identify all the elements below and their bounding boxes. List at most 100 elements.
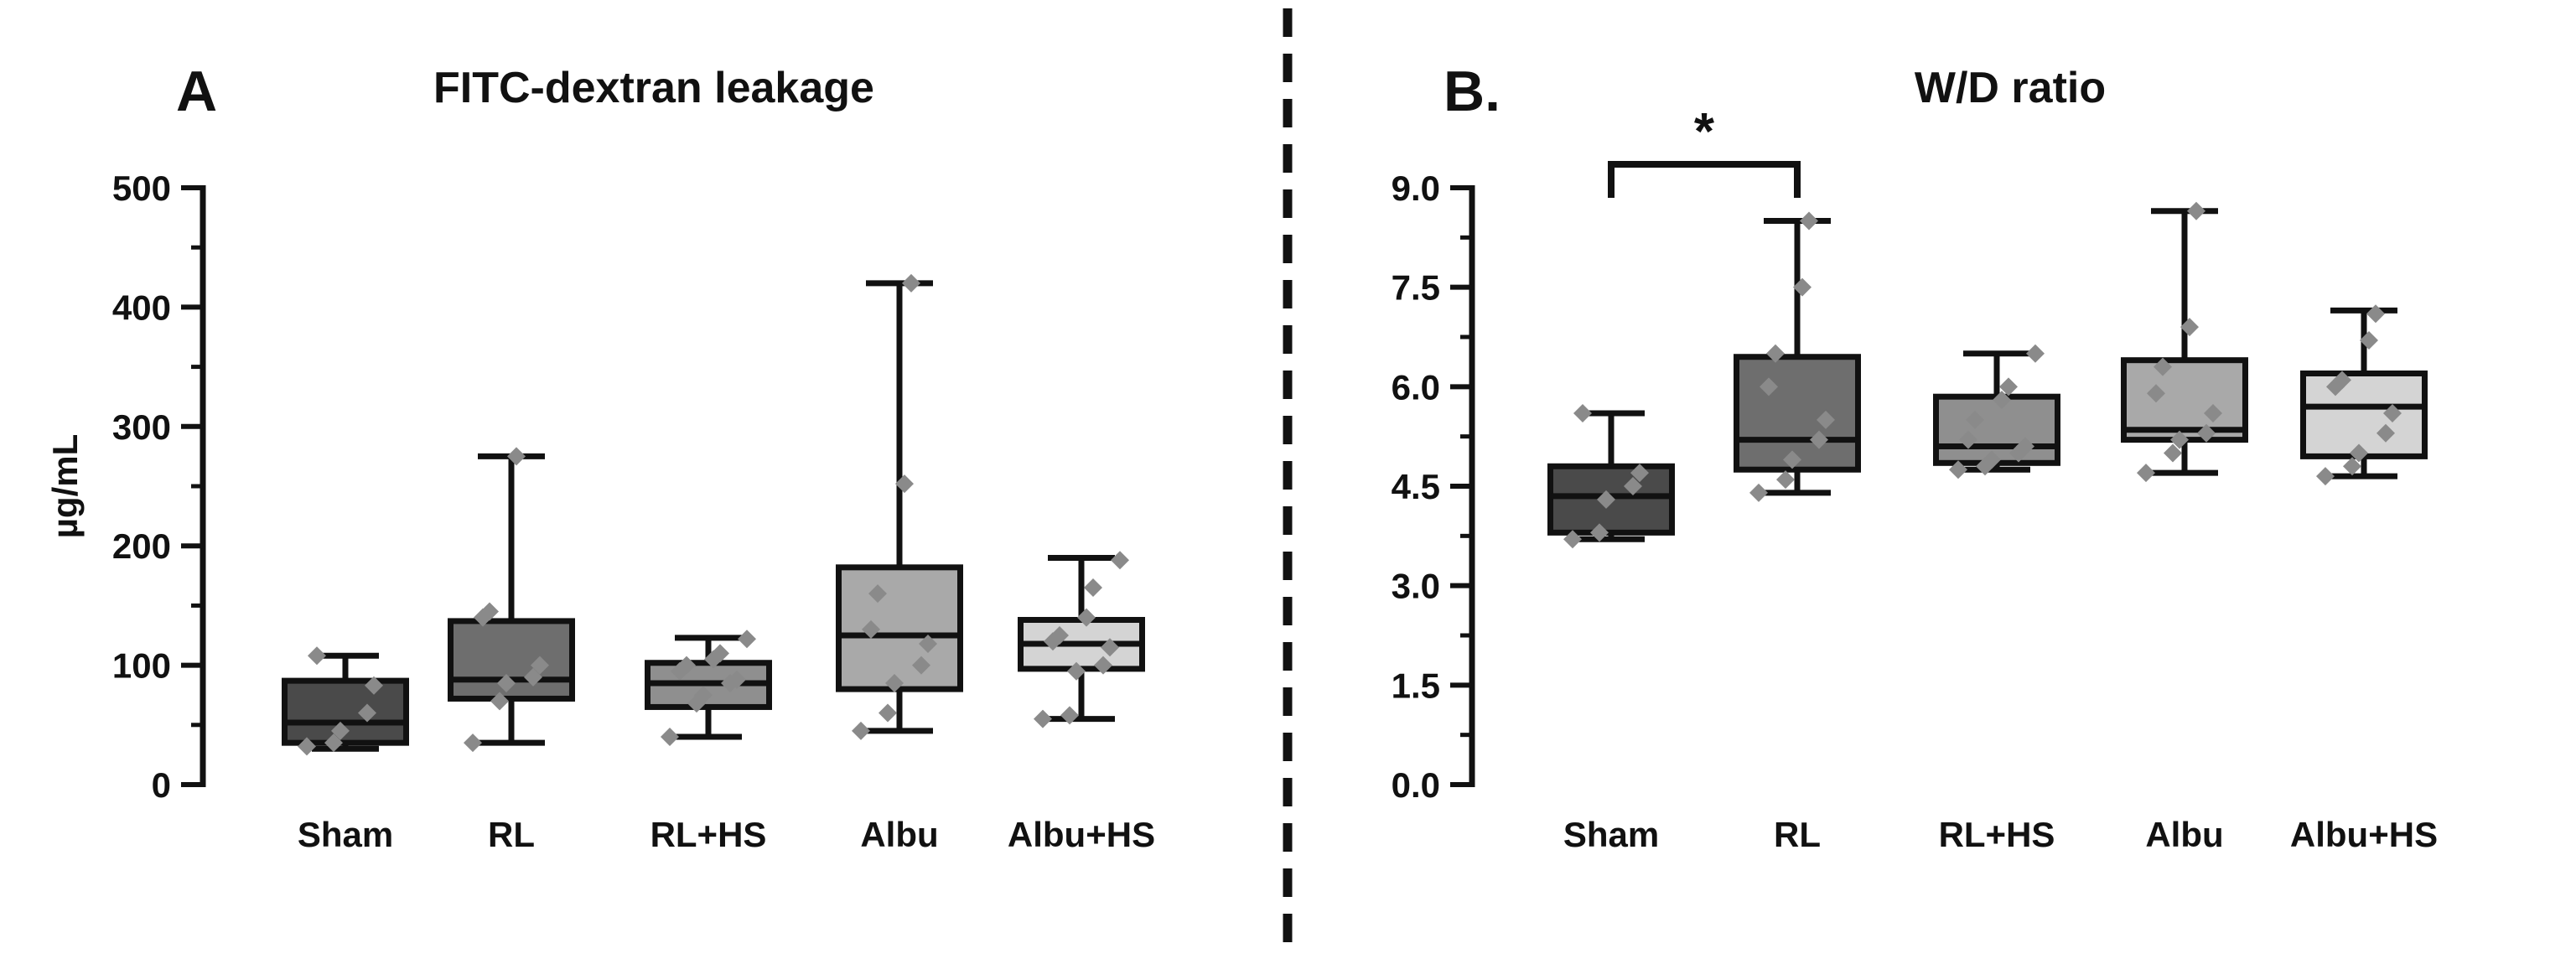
a-data-point: [919, 634, 937, 653]
b-data-point: [2376, 423, 2395, 443]
a-data-point: [677, 656, 696, 675]
b-y-tick-label: 6.0: [1392, 367, 1440, 407]
b-x-tick-label: RL: [1774, 815, 1821, 854]
a-data-point: [1111, 551, 1129, 570]
a-box: [836, 564, 963, 692]
a-data-point: [308, 646, 326, 666]
a-y-tick-label: 500: [112, 168, 171, 208]
b-data-point: [2383, 403, 2402, 422]
a-y-tick-label: 400: [112, 288, 171, 327]
b-data-point: [2026, 344, 2045, 363]
a-data-point: [1084, 578, 1102, 598]
b-box: [2300, 371, 2428, 459]
b-y-tick-label: 7.5: [1392, 268, 1440, 308]
b-data-point: [2170, 430, 2189, 449]
a-y-tick-label: 0: [152, 765, 171, 805]
b-data-point: [1793, 277, 1811, 297]
b-significance-label: *: [1694, 103, 1715, 161]
a-data-point: [507, 447, 526, 466]
a-data-point: [464, 733, 482, 753]
b-data-point: [1749, 483, 1768, 502]
b-data-point: [2187, 201, 2205, 220]
b-data-point: [1760, 377, 1778, 396]
a-data-point: [902, 273, 920, 293]
panel-a-label: A: [176, 60, 217, 123]
b-box: [1933, 393, 2060, 466]
a-data-point: [531, 656, 549, 675]
b-data-point: [1810, 430, 1828, 449]
b-x-tick-label: Sham: [1563, 815, 1659, 854]
b-y-tick-label: 3.0: [1392, 567, 1440, 606]
a-data-point: [1094, 656, 1112, 675]
b-data-point: [1999, 377, 2018, 396]
a-x-tick-label: RL+HS: [650, 815, 767, 854]
b-data-point: [1949, 460, 1967, 479]
a-data-point: [895, 474, 914, 494]
panel-a-plot: 0 100 200 300 400 500 Sham RL RL+HS Albu Albu+HS: [112, 168, 1155, 854]
b-data-point: [1573, 403, 1592, 422]
a-data-point: [885, 673, 904, 692]
panel-a: A FITC-dextran leakage µg/mL 0 100 200 300 4…: [45, 60, 1155, 854]
a-data-point: [661, 728, 679, 747]
b-data-point: [2137, 464, 2155, 483]
b-data-point: [2343, 457, 2361, 476]
a-data-point: [879, 703, 897, 723]
b-data-point: [1766, 344, 1785, 363]
b-data-point: [2147, 384, 2165, 403]
a-data-point: [862, 619, 880, 639]
b-box: [2121, 357, 2248, 443]
b-y-tick-label: 9.0: [1392, 168, 1440, 208]
b-x-tick-label: Albu: [2145, 815, 2223, 854]
b-data-point: [2180, 318, 2199, 337]
panel-b-label: B.: [1443, 60, 1501, 123]
a-data-point: [728, 670, 746, 689]
b-data-point: [1597, 490, 1615, 509]
a-data-point: [1050, 626, 1069, 645]
b-y-tick-label: 1.5: [1392, 666, 1440, 705]
b-data-point: [2154, 357, 2172, 376]
a-data-point: [1067, 661, 1086, 681]
a-data-point: [711, 644, 729, 663]
b-data-point: [1993, 391, 2011, 410]
a-y-tick-label: 100: [112, 646, 171, 686]
a-x-tick-label: Albu+HS: [1008, 815, 1155, 854]
b-data-point: [2366, 304, 2385, 324]
b-y-tick-label: 0.0: [1392, 765, 1440, 805]
b-x-tick-label: RL+HS: [1939, 815, 2055, 854]
b-data-point: [1563, 530, 1582, 549]
b-data-point: [2316, 467, 2335, 486]
b-data-point: [2164, 443, 2182, 463]
a-data-point: [1077, 608, 1096, 627]
a-data-point: [852, 721, 870, 740]
a-data-point: [912, 656, 930, 675]
a-data-point: [694, 686, 713, 705]
b-data-point: [1624, 477, 1642, 495]
a-data-point: [480, 602, 499, 621]
b-data-point: [1817, 410, 1835, 429]
b-x-tick-label: Albu+HS: [2290, 815, 2438, 854]
b-data-point: [1590, 523, 1609, 542]
b-data-point: [1959, 430, 1977, 449]
b-data-point: [2350, 443, 2368, 463]
a-data-point: [331, 721, 350, 740]
a-data-point: [365, 676, 383, 695]
b-data-point: [1800, 211, 1818, 231]
a-data-point: [524, 667, 542, 687]
b-data-point: [1630, 464, 1649, 483]
b-data-point: [1983, 450, 2001, 469]
b-data-point: [2360, 330, 2378, 350]
a-data-point: [324, 733, 343, 753]
a-data-point: [298, 737, 316, 756]
b-data-point: [1966, 410, 1984, 429]
a-y-tick-label: 200: [112, 526, 171, 566]
b-significance-bracket: [1608, 161, 1801, 198]
panel-b-plot: 0.0 1.5 3.0 4.5 6.0 7.5 9.0 Sham RL RL+HS Albu Albu…: [1392, 103, 2438, 854]
panel-b-title: W/D ratio: [1915, 64, 2106, 112]
a-data-point: [1101, 638, 1119, 657]
a-data-point: [490, 692, 509, 711]
b-data-point: [1783, 450, 1801, 469]
a-data-point: [358, 703, 376, 723]
panel-a-title: FITC-dextran leakage: [433, 64, 874, 112]
a-data-point: [868, 584, 887, 604]
